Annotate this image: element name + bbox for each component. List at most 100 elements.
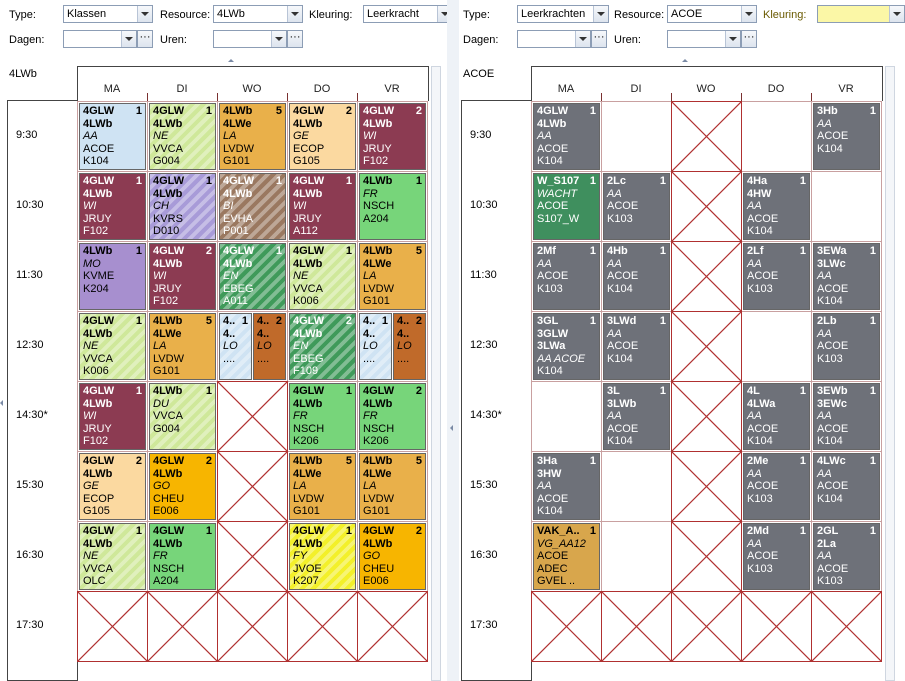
chevron-down-icon[interactable]: [575, 31, 590, 47]
lesson-block[interactable]: 1 4GLW 4LWb NE VVCA OLC: [79, 523, 146, 590]
lesson-block[interactable]: 1 4LWc AA ACOE K104: [813, 453, 880, 520]
left-uren-more-button[interactable]: ···: [287, 30, 303, 48]
lesson-block[interactable]: 1 3GL 3GLW 3LWa AA ACOE K104: [533, 313, 600, 380]
right-kleuring-select[interactable]: [817, 5, 905, 23]
lesson-block[interactable]: 1 4GLW 4LWb CH KVRS D010: [149, 173, 216, 240]
lesson-block[interactable]: 2 4GLW 4LWb GE ECOP G105: [289, 103, 356, 170]
day-header-do[interactable]: DO: [313, 83, 331, 95]
lesson-block[interactable]: 5 4LWb 4LWe LA LVDW G101: [149, 313, 216, 380]
right-type-select[interactable]: Leerkrachten: [517, 5, 609, 23]
lesson-block[interactable]: 2 4.. 4.. LO....: [393, 313, 426, 380]
left-scrollbar[interactable]: [431, 66, 441, 681]
lesson-block[interactable]: 1 2GL 2La AA ACOE K103: [813, 523, 880, 590]
chevron-down-icon[interactable]: [593, 6, 608, 22]
chevron-down-icon[interactable]: [725, 31, 740, 47]
day-header-di[interactable]: DI: [630, 83, 642, 95]
lesson-block[interactable]: 1 4GLW 4LWb BI EVHA P001: [219, 173, 286, 240]
lesson-block[interactable]: 1 4LWb MO KVME K204: [79, 243, 146, 310]
lesson-block[interactable]: 1 4GLW 4LWb AA ACOE K104: [79, 103, 146, 170]
lesson-block[interactable]: 2 4GLW 4LWb GE ECOP G105: [79, 453, 146, 520]
day-header-ma[interactable]: MA: [557, 83, 575, 95]
right-dagen-more-button[interactable]: ···: [591, 30, 607, 48]
lesson-block[interactable]: 1 2Lb AA ACOE K103: [813, 313, 880, 380]
lesson-block[interactable]: 1 3EWa 3LWc AA ACOE K104: [813, 243, 880, 310]
lesson-block[interactable]: 1 2Lc AA ACOE K103: [603, 173, 670, 240]
lesson-block[interactable]: 1 2Mf AA ACOE K103: [533, 243, 600, 310]
lesson-block[interactable]: 2 4.. 4.. LO....: [253, 313, 286, 380]
day-header-ma[interactable]: MA: [103, 83, 121, 95]
day-header-vr[interactable]: VR: [384, 83, 400, 95]
lesson-block[interactable]: 5 4LWb 4LWe LA LVDW G101: [289, 453, 356, 520]
grid-cell[interactable]: [741, 311, 812, 382]
lesson-block[interactable]: 1 4LWb FR NSCH A204: [359, 173, 426, 240]
chevron-down-icon[interactable]: [137, 6, 152, 22]
lesson-block[interactable]: 1 4GLW 4LWb NE VVCA K006: [79, 313, 146, 380]
left-kleuring-select[interactable]: Leerkracht: [363, 5, 453, 23]
chevron-down-icon[interactable]: [741, 6, 756, 22]
right-uren-more-button[interactable]: ···: [741, 30, 757, 48]
lesson-block[interactable]: 1 4LWb DU VVCA G004: [149, 383, 216, 450]
lesson-block[interactable]: 1 4GLW 4LWb FY JVOE K207: [289, 523, 356, 590]
lesson-block[interactable]: 5 4LWb 4LWe LA LVDW G101: [219, 103, 286, 170]
lesson-block[interactable]: 1 4GLW 4LWb FR NSCH A204: [149, 523, 216, 590]
lesson-block[interactable]: 1 4GLW 4LWb NE VVCA G004: [149, 103, 216, 170]
left-dagen-select[interactable]: [63, 30, 137, 48]
lesson-block[interactable]: 1 3LWd AA ACOE K104: [603, 313, 670, 380]
right-resource-select[interactable]: ACOE: [667, 5, 757, 23]
lesson-block[interactable]: 1 4.. 4.. LO....: [219, 313, 252, 380]
grid-cell[interactable]: [601, 521, 672, 592]
right-uren-select[interactable]: [667, 30, 741, 48]
lesson-block[interactable]: 1 4Hb AA ACOE K104: [603, 243, 670, 310]
chevron-down-icon[interactable]: [121, 31, 136, 47]
lesson-block[interactable]: 1 4GLW 4LWb EN EBEG A011: [219, 243, 286, 310]
lesson-block[interactable]: 1 4Ha 4HW AA ACOE K104: [743, 173, 810, 240]
lesson-block[interactable]: 1 4GLW 4LWb WI JRUY F102: [79, 173, 146, 240]
left-uren-select[interactable]: [213, 30, 287, 48]
lesson-block[interactable]: 1 2Md AA ACOE K103: [743, 523, 810, 590]
chevron-down-icon[interactable]: [889, 6, 904, 22]
lesson-block[interactable]: 1 2Lf AA ACOE K103: [743, 243, 810, 310]
chevron-down-icon[interactable]: [287, 6, 302, 22]
day-header-do[interactable]: DO: [767, 83, 785, 95]
left-edge-arrow-icon[interactable]: [0, 400, 3, 406]
day-header-wo[interactable]: WO: [242, 83, 262, 95]
lesson-block[interactable]: 5 4LWb 4LWe LA LVDW G101: [359, 243, 426, 310]
day-header-wo[interactable]: WO: [696, 83, 716, 95]
lesson-block[interactable]: 1 VAK_A.. VG_AA12 ACOE ADEC GVEL ..: [533, 523, 600, 590]
collapse-handle-icon[interactable]: [682, 59, 688, 62]
lesson-block[interactable]: 1 3Hb AA ACOE K104: [813, 103, 880, 170]
day-header-vr[interactable]: VR: [838, 83, 854, 95]
pane-splitter[interactable]: [447, 0, 459, 681]
lesson-block[interactable]: 1 4GLW 4LWb FR NSCH K206: [289, 383, 356, 450]
right-dagen-select[interactable]: [517, 30, 591, 48]
left-dagen-more-button[interactable]: ···: [137, 30, 153, 48]
collapse-arrow-icon[interactable]: [450, 425, 453, 431]
lesson-block[interactable]: 1 4GLW 4LWb AA ACOE K104: [533, 103, 600, 170]
chevron-down-icon[interactable]: [271, 31, 286, 47]
lesson-block[interactable]: 2 4GLW 4LWb GO CHEU E006: [359, 523, 426, 590]
lesson-block[interactable]: 2 4GLW 4LWb GO CHEU E006: [149, 453, 216, 520]
lesson-block[interactable]: 1 2Me AA ACOE K103: [743, 453, 810, 520]
grid-cell[interactable]: [601, 451, 672, 522]
lesson-block[interactable]: 1 W_S107 WACHT ACOE S107_W: [533, 173, 600, 240]
grid-cell[interactable]: [601, 101, 672, 172]
day-header-di[interactable]: DI: [176, 83, 188, 95]
lesson-block[interactable]: 1 4GLW 4LWb NE VVCA K006: [289, 243, 356, 310]
lesson-block[interactable]: 1 3EWb 3EWc AA ACOE K104: [813, 383, 880, 450]
lesson-block[interactable]: 2 4GLW 4LWb WI JRUY F102: [149, 243, 216, 310]
lesson-block[interactable]: 1 4GLW 4LWb WI JRUY F102: [79, 383, 146, 450]
left-type-select[interactable]: Klassen: [63, 5, 153, 23]
right-scrollbar[interactable]: [885, 66, 895, 681]
lesson-block[interactable]: 2 4GLW 4LWb FR NSCH K206: [359, 383, 426, 450]
lesson-block[interactable]: 5 4LWb 4LWe LA LVDW G101: [359, 453, 426, 520]
left-resource-select[interactable]: 4LWb: [213, 5, 303, 23]
lesson-block[interactable]: 1 4GLW 4LWb WI JRUY A112: [289, 173, 356, 240]
grid-cell[interactable]: [811, 171, 882, 242]
lesson-block[interactable]: 1 3Ha 3HW AA ACOE K104: [533, 453, 600, 520]
lesson-block[interactable]: 2 4GLW 4LWb WI JRUY F102: [359, 103, 426, 170]
grid-cell[interactable]: [741, 101, 812, 172]
lesson-block[interactable]: 1 4.. 4.. LO....: [359, 313, 392, 380]
lesson-block[interactable]: 1 4L 4LWa AA ACOE K104: [743, 383, 810, 450]
lesson-block[interactable]: 1 3L 3LWb AA ACOE K104: [603, 383, 670, 450]
collapse-handle-icon[interactable]: [228, 59, 234, 62]
